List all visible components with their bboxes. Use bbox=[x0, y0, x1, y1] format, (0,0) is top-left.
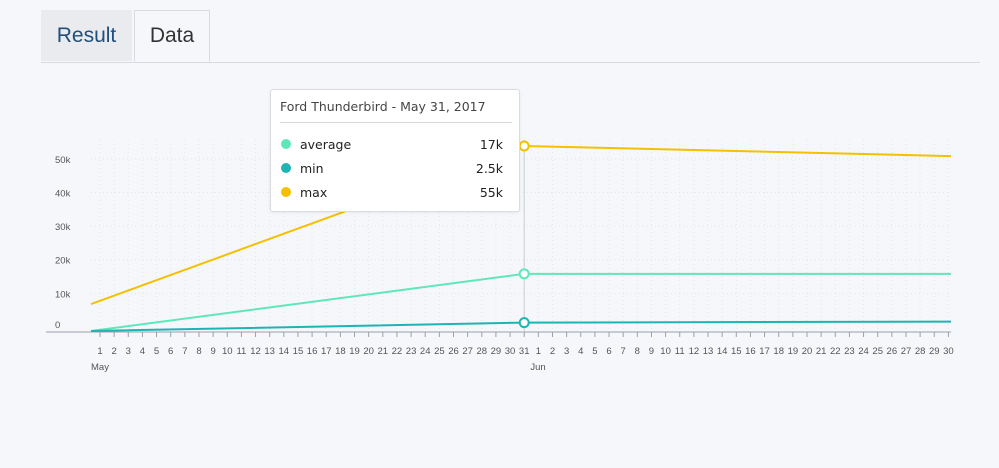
series-line-max bbox=[90, 144, 952, 306]
series-marker-max bbox=[518, 140, 530, 152]
x-tick-label: 17 bbox=[759, 346, 770, 357]
x-tick-label: 18 bbox=[773, 346, 784, 357]
x-tick-label: 29 bbox=[929, 346, 940, 357]
y-tick-label: 10k bbox=[55, 289, 71, 300]
x-tick-label: 12 bbox=[250, 346, 261, 357]
x-tick-label: 22 bbox=[392, 346, 403, 357]
tooltip-series-value: 2.5k bbox=[475, 160, 503, 176]
x-tick-label: 8 bbox=[635, 346, 640, 357]
x-tick-label: 7 bbox=[621, 346, 626, 357]
max-dot-icon bbox=[281, 187, 291, 197]
y-tick-label: 30k bbox=[55, 222, 71, 233]
tab-result[interactable]: Result bbox=[41, 10, 132, 61]
x-tick-label: 3 bbox=[564, 346, 569, 357]
x-tick-label: 10 bbox=[660, 346, 671, 357]
series-marker-min bbox=[518, 317, 530, 329]
x-tick-label: 12 bbox=[689, 346, 700, 357]
chart-grid bbox=[91, 140, 951, 331]
x-axis: 1 2 3 4 5 6 7 8 9 10 11 12 13 14 15 16 17 18 19 20 21 22 23 24 2… bbox=[46, 331, 954, 373]
x-tick-label: 5 bbox=[154, 346, 159, 357]
tab-data[interactable]: Data bbox=[134, 10, 210, 62]
x-tick-label: 8 bbox=[196, 346, 201, 357]
x-tick-label: 14 bbox=[717, 346, 728, 357]
x-tick-label: 20 bbox=[363, 346, 374, 357]
x-tick-label: 13 bbox=[703, 346, 714, 357]
tooltip-row-max: max 55k bbox=[281, 182, 503, 202]
x-tick-label: 7 bbox=[182, 346, 187, 357]
x-tick-label: 5 bbox=[592, 346, 597, 357]
tooltip-series-name: average bbox=[300, 136, 352, 152]
x-tick-label: 19 bbox=[788, 346, 799, 357]
x-tick-label: 21 bbox=[816, 346, 827, 357]
x-tick-label: 9 bbox=[210, 346, 215, 357]
tooltip-series-value: 55k bbox=[479, 184, 503, 200]
x-tick-label: 26 bbox=[448, 346, 459, 357]
x-tick-label: 25 bbox=[434, 346, 445, 357]
x-tick-label: 23 bbox=[844, 346, 855, 357]
x-tick-label: 27 bbox=[462, 346, 473, 357]
x-tick-label: 20 bbox=[802, 346, 813, 357]
x-tick-label: 15 bbox=[293, 346, 304, 357]
chart-series bbox=[90, 144, 952, 332]
x-tick-label: 28 bbox=[915, 346, 926, 357]
tooltip-row-min: min 2.5k bbox=[281, 158, 503, 178]
y-tick-label: 50k bbox=[55, 155, 71, 166]
x-tick-label: 31 bbox=[519, 346, 530, 357]
y-tick-label: 0 bbox=[55, 320, 60, 331]
x-tick-label: 26 bbox=[887, 346, 898, 357]
x-tick-label: 4 bbox=[578, 346, 583, 357]
month-label-may: May bbox=[91, 362, 109, 373]
x-tick-label: 3 bbox=[126, 346, 131, 357]
x-tick-label: 6 bbox=[168, 346, 173, 357]
y-tick-label: 40k bbox=[55, 188, 71, 199]
x-tick-label: 23 bbox=[406, 346, 417, 357]
x-tick-label: 2 bbox=[550, 346, 555, 357]
x-tick-label: 24 bbox=[858, 346, 869, 357]
x-tick-label: 6 bbox=[606, 346, 611, 357]
series-marker-average bbox=[518, 268, 530, 280]
chart-markers bbox=[518, 140, 530, 329]
x-tick-label: 27 bbox=[901, 346, 912, 357]
x-tick-label: 30 bbox=[505, 346, 516, 357]
x-tick-label: 13 bbox=[264, 346, 275, 357]
x-tick-label: 19 bbox=[349, 346, 360, 357]
y-tick-label: 20k bbox=[55, 256, 71, 267]
x-tick-label: 1 bbox=[97, 346, 102, 357]
x-tick-label: 30 bbox=[943, 346, 954, 357]
tooltip-title: Ford Thunderbird - May 31, 2017 bbox=[280, 99, 512, 123]
x-tick-label: 16 bbox=[307, 346, 318, 357]
x-tick-label: 17 bbox=[321, 346, 332, 357]
x-tick-label: 24 bbox=[420, 346, 431, 357]
x-tick-label: 4 bbox=[140, 346, 145, 357]
x-tick-label: 11 bbox=[236, 346, 246, 357]
x-tick-label: 2 bbox=[111, 346, 116, 357]
x-tick-label: 18 bbox=[335, 346, 346, 357]
x-tick-label: 25 bbox=[872, 346, 883, 357]
x-tick-label: 28 bbox=[476, 346, 487, 357]
x-tick-label: 21 bbox=[378, 346, 389, 357]
tooltip-row-average: average 17k bbox=[281, 134, 503, 154]
average-dot-icon bbox=[281, 139, 291, 149]
x-tick-label: 9 bbox=[649, 346, 654, 357]
month-label-jun: Jun bbox=[530, 362, 545, 373]
tooltip-series-name: min bbox=[300, 160, 324, 176]
x-tick-label: 14 bbox=[279, 346, 290, 357]
y-axis: 0 10k 20k 30k 40k 50k bbox=[55, 155, 71, 331]
x-tick-label: 15 bbox=[731, 346, 742, 357]
x-tick-label: 22 bbox=[830, 346, 841, 357]
min-dot-icon bbox=[281, 163, 291, 173]
x-tick-label: 29 bbox=[491, 346, 502, 357]
x-tick-label: 16 bbox=[745, 346, 756, 357]
tooltip-series-value: 17k bbox=[479, 136, 503, 152]
chart-tooltip: Ford Thunderbird - May 31, 2017 average … bbox=[270, 89, 520, 212]
x-tick-label: 1 bbox=[536, 346, 541, 357]
x-tick-label: 10 bbox=[222, 346, 233, 357]
x-tick-label: 11 bbox=[675, 346, 685, 357]
tab-bar: Result Data bbox=[41, 10, 980, 63]
tooltip-series-name: max bbox=[300, 184, 328, 200]
